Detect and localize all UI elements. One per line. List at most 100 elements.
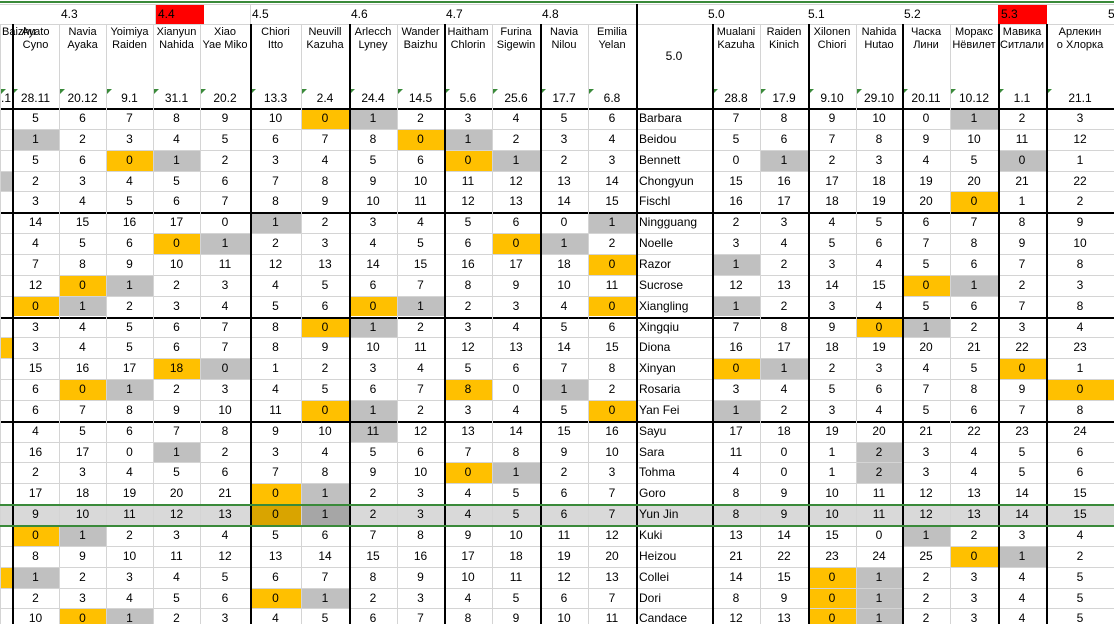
value-cell[interactable]: 11 (349, 420, 397, 442)
value-cell[interactable]: 6 (369, 277, 377, 292)
row-name[interactable]: Sara (639, 444, 665, 459)
value-cell[interactable]: 4 (221, 528, 229, 542)
value-cell[interactable]: 8 (321, 173, 329, 188)
value-cell[interactable]: 4 (512, 319, 520, 334)
value-cell[interactable]: 4 (464, 507, 472, 522)
value-cell[interactable]: 6 (512, 361, 520, 376)
value-cell[interactable]: 8 (369, 131, 377, 146)
value-cell[interactable]: 5 (828, 236, 836, 251)
value-cell[interactable]: 0 (126, 444, 133, 459)
value-cell[interactable]: 18 (825, 194, 839, 209)
value-cell[interactable]: 1 (397, 295, 444, 317)
value-cell[interactable]: 6 (369, 382, 377, 397)
value-cell[interactable]: 8 (321, 465, 329, 480)
value-cell[interactable] (0, 212, 12, 233)
value-cell[interactable]: 3 (464, 319, 472, 334)
column-header-names[interactable]: Xianyun Nahida (155, 26, 198, 52)
value-cell[interactable]: 12 (557, 569, 571, 584)
row-name[interactable]: Candace (639, 611, 688, 624)
value-cell[interactable]: 4 (1018, 611, 1026, 624)
value-cell[interactable]: 3 (126, 131, 133, 146)
value-cell[interactable]: 6 (970, 256, 978, 271)
value-cell[interactable]: 3 (922, 444, 930, 459)
row-name[interactable]: Xiangling (639, 298, 689, 313)
value-cell[interactable]: 8 (272, 194, 279, 209)
value-cell[interactable]: 0 (59, 274, 106, 296)
value-cell[interactable]: 10 (366, 340, 380, 355)
value-cell[interactable] (0, 296, 12, 317)
value-cell[interactable]: 8 (32, 548, 39, 563)
column-header-names[interactable]: Raiden Kinich (762, 26, 806, 52)
row-name[interactable]: Xinyan (639, 361, 676, 376)
value-cell[interactable]: 2 (173, 611, 180, 624)
value-cell[interactable]: 6 (32, 402, 39, 417)
value-cell[interactable]: 10 (318, 423, 332, 438)
value-cell[interactable]: 1 (998, 545, 1046, 567)
value-cell[interactable]: 0 (588, 253, 636, 275)
value-cell[interactable]: 15 (1073, 507, 1087, 522)
value-cell[interactable]: 1 (1076, 361, 1084, 376)
value-cell[interactable]: 24 (1073, 423, 1087, 438)
value-cell[interactable]: 23 (1015, 423, 1029, 438)
value-cell[interactable]: 1 (272, 361, 279, 376)
column-header-names[interactable]: Chiori Itto (252, 26, 299, 52)
value-cell[interactable]: 2 (32, 590, 39, 605)
value-cell[interactable]: 6 (221, 173, 229, 188)
value-cell[interactable] (0, 108, 12, 129)
value-cell[interactable]: 1 (106, 608, 153, 624)
value-cell[interactable]: 12 (729, 277, 743, 292)
value-cell[interactable] (0, 358, 12, 379)
row-name[interactable]: Beidou (639, 131, 677, 146)
value-cell[interactable]: 1 (950, 274, 998, 296)
value-cell[interactable]: 16 (729, 340, 743, 355)
value-cell[interactable]: 5 (221, 569, 229, 584)
value-cell[interactable]: 12 (169, 507, 184, 522)
value-cell[interactable]: 1 (828, 465, 836, 480)
value-cell[interactable]: 1 (106, 274, 153, 296)
value-cell[interactable]: 2 (856, 462, 902, 484)
value-cell[interactable]: 8 (221, 423, 229, 438)
value-cell[interactable]: 1 (712, 399, 760, 421)
value-cell[interactable]: 5 (560, 111, 568, 125)
value-cell[interactable]: 6 (79, 152, 86, 167)
value-cell[interactable]: 3 (970, 590, 978, 605)
value-cell[interactable]: 6 (970, 298, 978, 313)
value-cell[interactable]: 21 (919, 423, 933, 438)
value-cell[interactable]: 17 (122, 361, 137, 376)
value-cell[interactable]: 15 (75, 215, 90, 230)
value-cell[interactable]: 4 (970, 444, 978, 459)
value-cell[interactable]: 21 (729, 548, 743, 563)
value-cell[interactable]: 4 (417, 361, 424, 376)
column-header-names[interactable]: Часка Лини (904, 26, 948, 52)
value-cell[interactable]: 19 (872, 340, 886, 355)
value-cell[interactable]: 7 (1018, 298, 1026, 313)
value-cell[interactable]: 14 (1015, 486, 1029, 501)
value-cell[interactable]: 20 (919, 340, 933, 355)
value-cell[interactable]: 1 (856, 608, 902, 624)
row-name[interactable]: Fischl (639, 194, 671, 209)
value-cell[interactable]: 5 (272, 528, 279, 542)
value-cell[interactable]: 3 (512, 298, 520, 313)
value-cell[interactable]: 20 (919, 194, 933, 209)
value-cell[interactable]: 17 (509, 256, 523, 271)
value-cell[interactable]: 2 (608, 236, 616, 251)
value-cell[interactable]: 3 (221, 277, 229, 292)
value-cell[interactable]: 11 (461, 173, 475, 188)
value-cell[interactable]: 5 (417, 236, 424, 251)
value-cell[interactable]: 3 (828, 298, 836, 313)
value-cell[interactable]: 12 (605, 528, 619, 542)
value-cell[interactable]: 1 (902, 525, 950, 546)
value-cell[interactable]: 1 (712, 295, 760, 317)
column-header-names[interactable]: Xilonen Chiori (810, 26, 854, 52)
value-cell[interactable]: 15 (557, 423, 571, 438)
value-cell[interactable]: 17 (169, 215, 184, 230)
value-cell[interactable]: 5 (512, 486, 520, 501)
value-cell[interactable]: 5 (79, 423, 86, 438)
value-cell[interactable]: 2 (780, 402, 788, 417)
value-cell[interactable]: 15 (825, 528, 839, 542)
value-cell[interactable]: 15 (366, 548, 380, 563)
row-name[interactable]: Goro (639, 486, 666, 501)
value-cell[interactable]: 6 (1076, 465, 1084, 480)
value-cell[interactable]: 6 (970, 402, 978, 417)
value-cell[interactable]: 14 (777, 528, 791, 542)
